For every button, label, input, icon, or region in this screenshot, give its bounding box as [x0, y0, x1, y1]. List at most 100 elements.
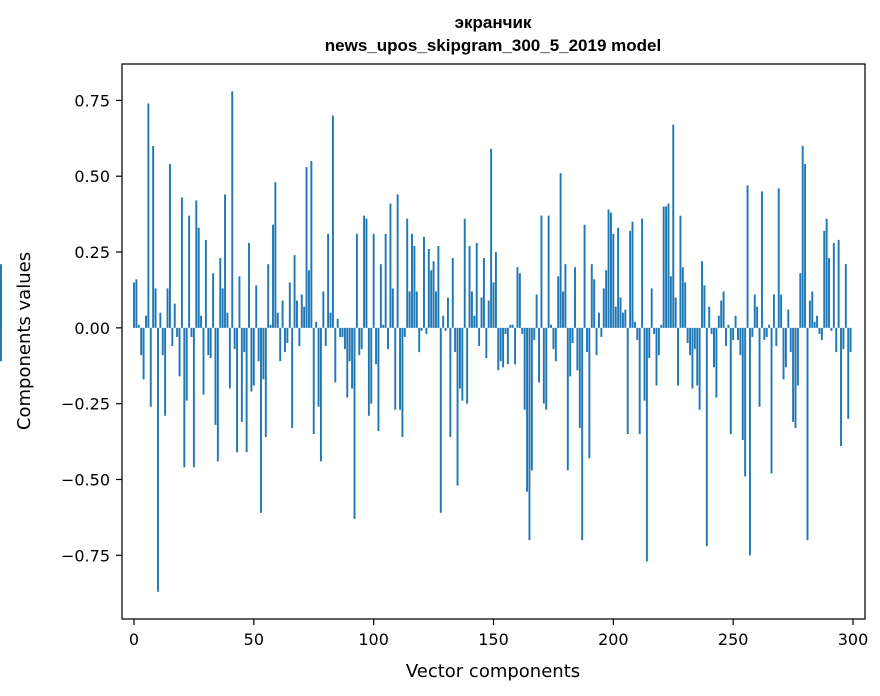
bar-107 [389, 203, 392, 328]
bar-290 [828, 258, 831, 328]
y-tick-label: 0.00 [74, 319, 110, 338]
bar-73 [307, 270, 310, 328]
bar-252 [737, 327, 739, 340]
plot-frame [121, 63, 866, 620]
bar-136 [458, 327, 461, 389]
bar-243 [715, 327, 718, 398]
bar-128 [439, 327, 442, 513]
bar-225 [672, 124, 675, 328]
bar-5 [145, 315, 147, 328]
bar-275 [792, 327, 795, 422]
bar-221 [662, 206, 665, 328]
x-tick-label: 300 [838, 630, 869, 649]
bar-24 [190, 327, 193, 337]
bar-139 [466, 327, 469, 404]
bar-undefined [0, 264, 2, 328]
bar-112 [401, 327, 404, 438]
bar-55 [264, 327, 267, 438]
bar-66 [291, 327, 294, 428]
bar-156 [506, 327, 509, 365]
y-axis-label: Components values [14, 252, 35, 430]
bar-273 [787, 309, 790, 328]
bar-68 [296, 300, 298, 328]
bar-74 [310, 161, 313, 328]
bar-113 [403, 327, 406, 337]
bar-161 [518, 273, 521, 328]
bar-62 [281, 300, 284, 328]
bar-196 [602, 288, 605, 328]
bar-120 [420, 327, 423, 331]
bar-18 [176, 327, 179, 337]
bar-167 [533, 327, 536, 340]
bar-103 [379, 264, 382, 328]
bar-9 [154, 288, 157, 328]
bar-72 [305, 167, 308, 328]
bar-173 [547, 215, 550, 328]
bar-289 [825, 218, 828, 328]
bar-33 [212, 273, 215, 328]
bar-76 [315, 321, 318, 328]
bar-227 [677, 327, 680, 386]
bar-197 [605, 270, 608, 328]
bar-287 [820, 327, 823, 340]
bar-202 [617, 227, 620, 328]
bar-7 [149, 327, 152, 407]
bar-145 [480, 297, 483, 328]
bar-157 [509, 324, 512, 328]
bar-284 [813, 321, 816, 328]
bar-98 [367, 327, 370, 416]
bar-8 [152, 145, 155, 328]
bar-14 [166, 288, 169, 328]
bar-183 [571, 327, 574, 344]
bar-255 [744, 327, 747, 477]
bar-105 [384, 233, 387, 328]
bar-81 [327, 233, 330, 328]
bar-119 [418, 327, 421, 353]
bar-13 [164, 327, 167, 416]
bar-110 [396, 194, 399, 328]
bar-27 [197, 227, 200, 328]
bar-214 [645, 327, 648, 562]
bar-35 [216, 327, 219, 462]
bar-144 [478, 327, 481, 347]
y-tick-label: 0.50 [74, 167, 110, 186]
bar-291 [830, 327, 833, 331]
bar-245 [720, 300, 723, 328]
bar-158 [511, 324, 514, 328]
bar-79 [322, 291, 325, 328]
bar-122 [425, 327, 428, 334]
bar-288 [823, 230, 826, 328]
bar-170 [540, 215, 543, 328]
bar-294 [837, 239, 840, 328]
bar-209 [633, 321, 636, 328]
bar-213 [643, 327, 646, 401]
bar-118 [415, 291, 418, 328]
bar-279 [801, 145, 804, 328]
bar-109 [394, 327, 397, 410]
bar-135 [456, 327, 459, 486]
bar-282 [808, 300, 811, 328]
bar-99 [370, 327, 373, 404]
bars-group [0, 91, 852, 592]
bar-34 [214, 327, 217, 425]
bar-267 [772, 294, 775, 328]
bar-266 [770, 327, 773, 474]
bar-134 [454, 327, 457, 353]
bar-253 [739, 327, 742, 356]
bar-16 [171, 327, 174, 347]
bar-115 [408, 291, 411, 328]
bar-211 [638, 327, 641, 434]
bar-263 [763, 327, 766, 340]
bar-40 [228, 327, 231, 389]
bar-42 [233, 327, 236, 350]
bar-165 [528, 327, 531, 541]
bar-256 [746, 185, 749, 328]
bar-223 [667, 203, 670, 328]
bar-50 [252, 327, 255, 386]
bar-45 [240, 327, 243, 422]
x-tick-label: 0 [129, 630, 139, 649]
bar-58 [272, 224, 274, 328]
bar-220 [660, 324, 663, 328]
bar-4 [142, 327, 145, 380]
bar-217 [653, 327, 656, 334]
